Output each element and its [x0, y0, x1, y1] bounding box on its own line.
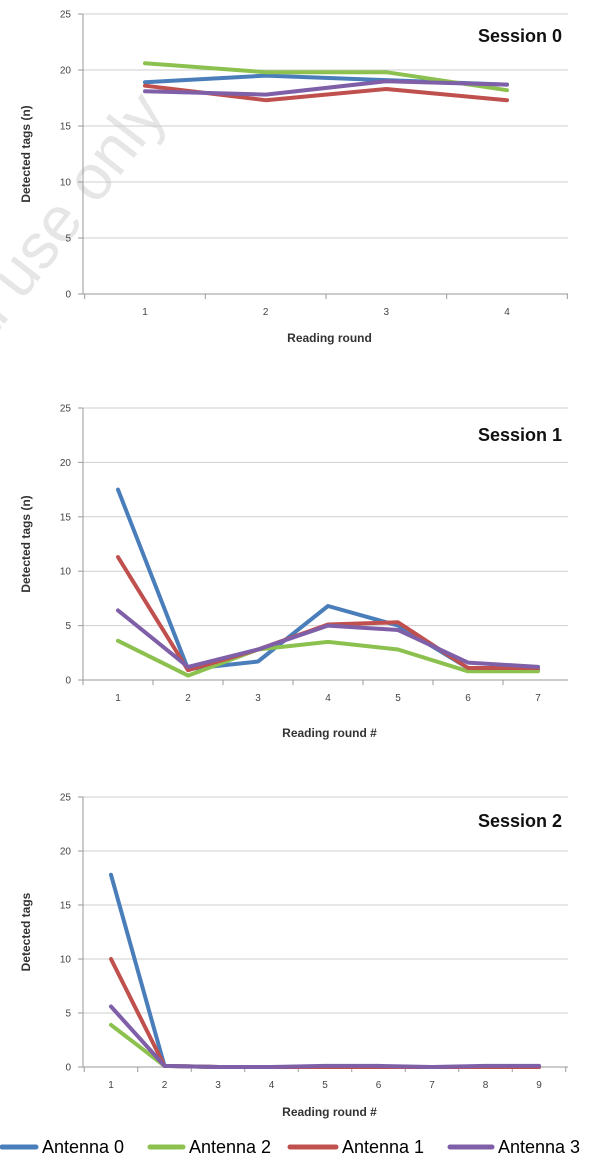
y-tick-label: 25: [60, 404, 72, 415]
y-tick-label: 15: [60, 512, 72, 523]
y-tick-label: 5: [65, 1009, 71, 1020]
y-tick-label: 0: [65, 1063, 71, 1074]
y-tick-label: 20: [60, 847, 72, 858]
legend-label: Antenna 3: [498, 1137, 580, 1157]
chart-title: Session 2: [478, 811, 562, 831]
x-tick-label: 1: [108, 1080, 114, 1091]
x-tick-label: 2: [263, 307, 269, 318]
y-tick-label: 5: [65, 234, 71, 245]
x-tick-label: 7: [535, 693, 541, 704]
y-tick-label: 10: [60, 955, 72, 966]
x-tick-label: 3: [384, 307, 390, 318]
y-tick-label: 20: [60, 458, 72, 469]
x-tick-label: 6: [465, 693, 471, 704]
series-line-antenna-3: [143, 79, 509, 97]
y-tick-label: 15: [60, 901, 72, 912]
y-tick-label: 15: [60, 122, 72, 133]
y-axis-title: Detected tags (n): [19, 105, 33, 202]
y-tick-label: 10: [60, 567, 72, 578]
chart-title: Session 0: [478, 26, 562, 46]
y-tick-label: 25: [60, 10, 72, 21]
x-tick-label: 3: [215, 1080, 221, 1091]
legend-item-antenna-0: Antenna 0: [0, 1137, 124, 1157]
y-tick-label: 0: [65, 676, 71, 687]
y-tick-label: 5: [65, 621, 71, 632]
x-tick-label: 4: [269, 1080, 275, 1091]
x-tick-label: 8: [483, 1080, 489, 1091]
y-tick-label: 25: [60, 793, 72, 804]
series-line-antenna-0: [109, 872, 541, 1069]
y-axis-title: Detected tags: [19, 892, 33, 971]
legend-label: Antenna 1: [342, 1137, 424, 1157]
y-tick-label: 20: [60, 66, 72, 77]
legend-item-antenna-3: Antenna 3: [447, 1137, 580, 1157]
y-axis-title: Detected tags (n): [19, 495, 33, 592]
series-line-antenna-3: [116, 608, 540, 669]
x-axis-title: Reading round: [287, 331, 372, 345]
series-line-antenna-2: [116, 638, 540, 678]
x-tick-label: 4: [325, 693, 331, 704]
y-tick-label: 10: [60, 178, 72, 189]
chart-session-0: 0 5 10 15 20 25 1 2 3 4 Reading round Detected tags…: [19, 10, 568, 345]
legend-item-antenna-1: Antenna 1: [287, 1137, 424, 1157]
chart-session-1: 0 5 10 15 20 25 1 2 3 4 5 6 7 Reading round # Detected…: [19, 404, 568, 740]
x-tick-label: 1: [142, 307, 148, 318]
y-tick-label: 0: [65, 290, 71, 301]
x-tick-label: 7: [429, 1080, 435, 1091]
x-axis-title: Reading round #: [282, 726, 377, 740]
x-tick-label: 1: [115, 693, 121, 704]
legend-label: Antenna 2: [189, 1137, 271, 1157]
chart-title: Session 1: [478, 425, 562, 445]
x-tick-label: 2: [162, 1080, 168, 1091]
x-tick-label: 5: [322, 1080, 328, 1091]
legend-label: Antenna 0: [42, 1137, 124, 1157]
series-line-antenna-2: [109, 1022, 541, 1069]
x-tick-label: 4: [504, 307, 510, 318]
x-tick-label: 3: [255, 693, 261, 704]
legend: Antenna 0 Antenna 2 Antenna 1 Antenna 3: [0, 1137, 580, 1157]
legend-item-antenna-2: Antenna 2: [147, 1137, 271, 1157]
chart-session-2: 0 5 10 15 20 25 1 2 3 4 5 6 7 8 9 Reading round # Detect…: [19, 793, 568, 1119]
x-axis-title: Reading round #: [282, 1105, 377, 1119]
series-line-antenna-3: [109, 1004, 541, 1069]
x-tick-label: 9: [536, 1080, 542, 1091]
x-tick-label: 6: [376, 1080, 382, 1091]
x-tick-label: 2: [185, 693, 191, 704]
x-tick-label: 5: [395, 693, 401, 704]
